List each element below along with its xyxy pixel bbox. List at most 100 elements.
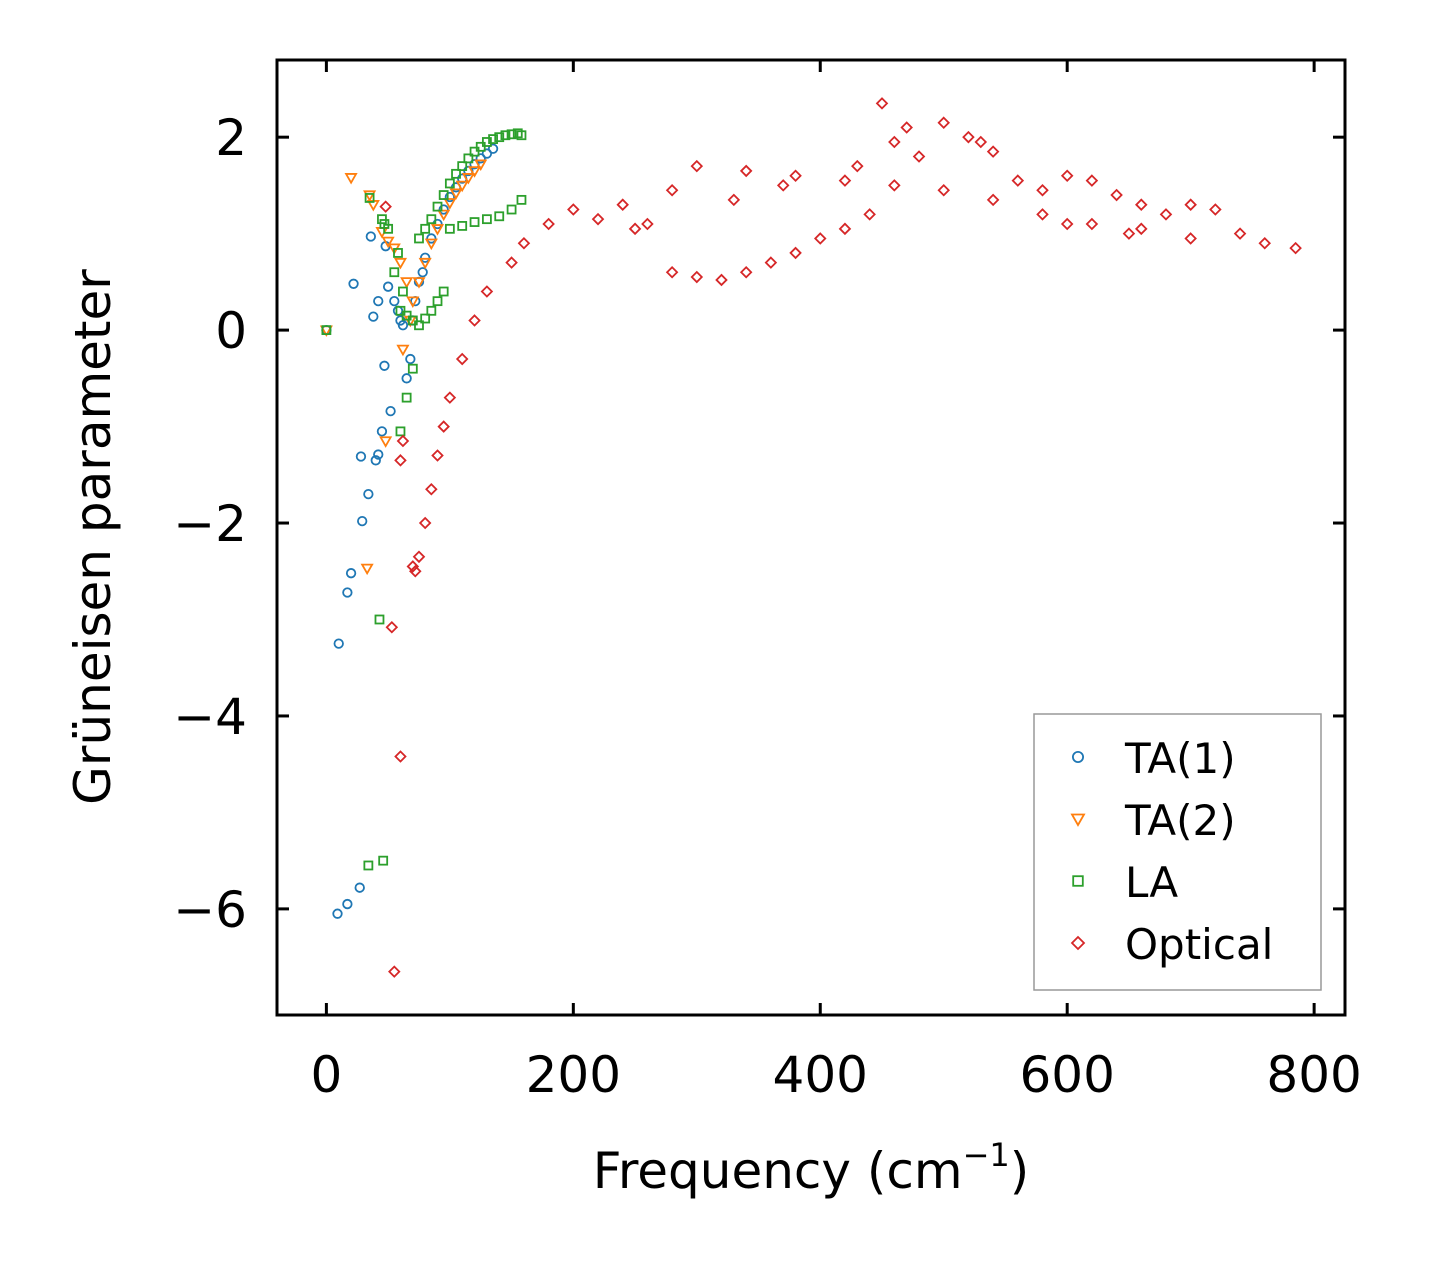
data-point-la xyxy=(389,267,400,278)
data-point-ta2 xyxy=(360,563,374,576)
data-point-optical xyxy=(388,965,401,978)
series-optical xyxy=(379,97,1302,978)
data-point-optical xyxy=(1122,227,1136,240)
data-point-optical xyxy=(409,564,422,578)
data-point-la xyxy=(363,860,374,871)
data-point-optical xyxy=(739,164,753,178)
data-point-ta2 xyxy=(467,166,482,178)
data-point-optical xyxy=(937,183,951,197)
data-point-optical xyxy=(1060,217,1074,231)
data-point-optical xyxy=(1011,174,1025,187)
data-point-la xyxy=(506,204,517,215)
x-axis-label-suffix: ) xyxy=(1010,1142,1030,1200)
data-point-optical xyxy=(838,174,852,187)
data-point-la xyxy=(516,130,527,141)
data-point-optical xyxy=(1110,188,1123,202)
data-point-optical xyxy=(789,169,802,183)
data-point-optical xyxy=(431,449,444,462)
data-point-optical xyxy=(385,620,399,634)
data-point-ta1 xyxy=(382,281,394,292)
data-point-ta2 xyxy=(455,180,469,193)
data-point-la xyxy=(438,286,449,297)
data-point-optical xyxy=(567,203,580,216)
data-point-ta1 xyxy=(405,353,416,365)
data-point-ta1 xyxy=(365,231,376,242)
data-point-ta1 xyxy=(345,568,357,579)
data-point-optical xyxy=(455,352,469,366)
data-point-ta1 xyxy=(342,898,353,910)
data-point-ta1 xyxy=(355,451,367,462)
data-point-optical xyxy=(480,285,494,298)
x-axis-label: Frequency (cm−1) xyxy=(593,1136,1030,1200)
data-point-la xyxy=(444,223,455,234)
x-tick-label: 400 xyxy=(773,1046,868,1104)
data-point-optical xyxy=(739,265,753,279)
series-ta2 xyxy=(319,159,488,576)
data-point-la xyxy=(457,221,468,231)
data-point-optical xyxy=(900,121,913,134)
data-point-optical xyxy=(665,265,679,279)
data-point-la xyxy=(364,193,375,203)
data-point-ta1 xyxy=(357,515,368,527)
data-point-optical xyxy=(851,159,864,173)
data-point-optical xyxy=(425,482,438,496)
data-point-optical xyxy=(690,270,704,284)
data-point-optical xyxy=(394,750,407,763)
data-point-optical xyxy=(418,516,432,530)
data-point-ta2 xyxy=(418,257,432,270)
data-point-la xyxy=(481,214,492,225)
data-point-ta1 xyxy=(417,267,428,278)
data-point-la xyxy=(457,161,468,172)
data-point-ta2 xyxy=(430,224,445,236)
data-point-optical xyxy=(665,183,679,197)
data-point-la xyxy=(516,194,527,205)
data-point-optical xyxy=(715,273,728,287)
data-point-ta1 xyxy=(420,252,431,263)
data-point-optical xyxy=(1085,174,1099,187)
y-tick-label: −2 xyxy=(173,495,247,553)
series-la xyxy=(321,128,527,871)
data-point-optical xyxy=(863,208,876,221)
data-point-la xyxy=(383,223,394,234)
data-point-optical xyxy=(1036,208,1049,221)
data-point-optical xyxy=(888,135,901,149)
legend-label-ta2: TA(2) xyxy=(1124,796,1236,845)
data-point-ta2 xyxy=(344,173,358,185)
axis-ticks: 0 200 400 600 800 2 0 −2 −4 −6 xyxy=(173,60,1362,1104)
data-point-optical xyxy=(542,217,555,231)
data-point-optical xyxy=(396,434,410,448)
data-point-la xyxy=(494,211,505,222)
data-point-ta2 xyxy=(406,296,420,308)
data-point-la xyxy=(481,137,492,147)
data-point-optical xyxy=(789,246,802,260)
data-point-la xyxy=(451,168,461,179)
data-point-optical xyxy=(628,222,642,236)
data-point-optical xyxy=(406,560,420,573)
legend-marker-ta1 xyxy=(1072,751,1085,764)
data-point-ta2 xyxy=(437,209,451,222)
data-point-ta1 xyxy=(373,449,384,460)
data-point-ta2 xyxy=(461,173,475,185)
x-tick-label: 800 xyxy=(1266,1046,1361,1104)
data-point-ta1 xyxy=(401,373,412,384)
data-point-ta2 xyxy=(400,277,414,289)
data-point-ta2 xyxy=(443,198,457,210)
data-point-ta1 xyxy=(370,455,381,466)
legend-label-optical: Optical xyxy=(1125,920,1273,969)
data-point-optical xyxy=(1233,227,1247,240)
data-point-ta1 xyxy=(342,587,353,598)
data-point-la xyxy=(432,296,443,307)
legend-label-la: LA xyxy=(1125,858,1178,907)
legend: TA(1) TA(2) LA Optical xyxy=(1033,713,1322,991)
data-point-ta1 xyxy=(481,148,493,159)
data-point-la xyxy=(393,248,403,258)
y-tick-label: 0 xyxy=(215,302,247,360)
data-point-optical xyxy=(764,256,778,269)
data-point-ta2 xyxy=(412,277,426,289)
data-point-optical xyxy=(838,222,852,236)
x-tick-label: 200 xyxy=(526,1046,621,1104)
data-point-optical xyxy=(412,550,426,564)
data-point-ta1 xyxy=(333,638,344,649)
data-point-la xyxy=(378,855,389,866)
